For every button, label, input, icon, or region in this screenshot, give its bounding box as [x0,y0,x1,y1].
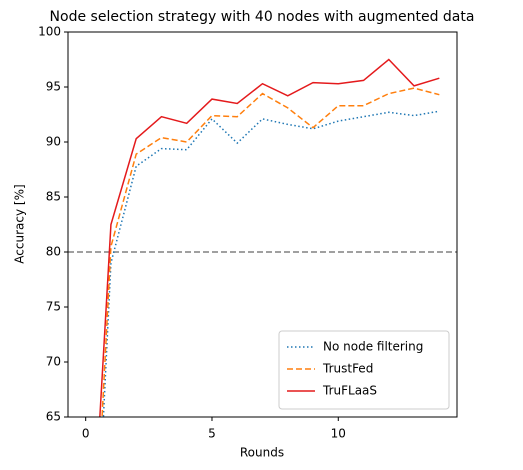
y-tick-label: 85 [46,190,61,204]
y-tick-label: 75 [46,300,61,314]
data-line [102,110,440,417]
legend-label: TrustFed [322,362,373,376]
plot-area [68,58,457,417]
y-tick-label: 90 [46,135,61,149]
x-tick-label: 5 [208,427,216,441]
legend-label: No node filtering [323,340,423,354]
y-tick-label: 100 [38,25,61,39]
x-tick-label: 0 [82,427,90,441]
y-tick-label: 65 [46,410,61,424]
y-tick-label: 95 [46,80,61,94]
chart-title: Node selection strategy with 40 nodes wi… [50,9,475,25]
data-line [101,87,440,417]
y-tick-label: 80 [46,245,61,259]
data-line [99,58,440,417]
x-axis-label: Rounds [240,446,284,460]
legend-label: TruFLaaS [322,384,377,398]
x-tick-label: 10 [331,427,346,441]
plot-frame [67,31,458,418]
legend-box [278,330,450,410]
y-tick-label: 70 [46,355,61,369]
y-axis-label: Accuracy [%] [13,184,27,263]
